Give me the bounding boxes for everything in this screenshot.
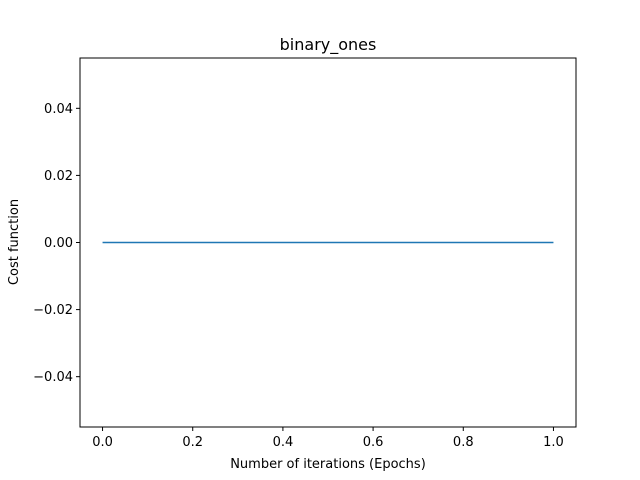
y-tick-label: 0.04	[44, 102, 73, 117]
y-tick-label: 0.02	[44, 169, 73, 184]
y-tick-label: −0.02	[33, 303, 73, 318]
y-axis: −0.04 −0.02 0.00 0.02 0.04	[33, 102, 80, 385]
x-tick-label: 0.4	[273, 435, 294, 450]
chart-title: binary_ones	[280, 35, 377, 55]
x-axis: 0.0 0.2 0.4 0.6 0.8 1.0	[92, 427, 564, 450]
x-axis-label: Number of iterations (Epochs)	[230, 457, 426, 472]
y-tick-label: 0.00	[44, 236, 73, 251]
y-axis-label: Cost function	[7, 199, 22, 285]
x-tick-label: 1.0	[543, 435, 564, 450]
x-tick-label: 0.8	[453, 435, 474, 450]
x-tick-label: 0.0	[92, 435, 113, 450]
x-tick-label: 0.6	[363, 435, 384, 450]
x-tick-label: 0.2	[182, 435, 203, 450]
y-tick-label: −0.04	[33, 370, 73, 385]
